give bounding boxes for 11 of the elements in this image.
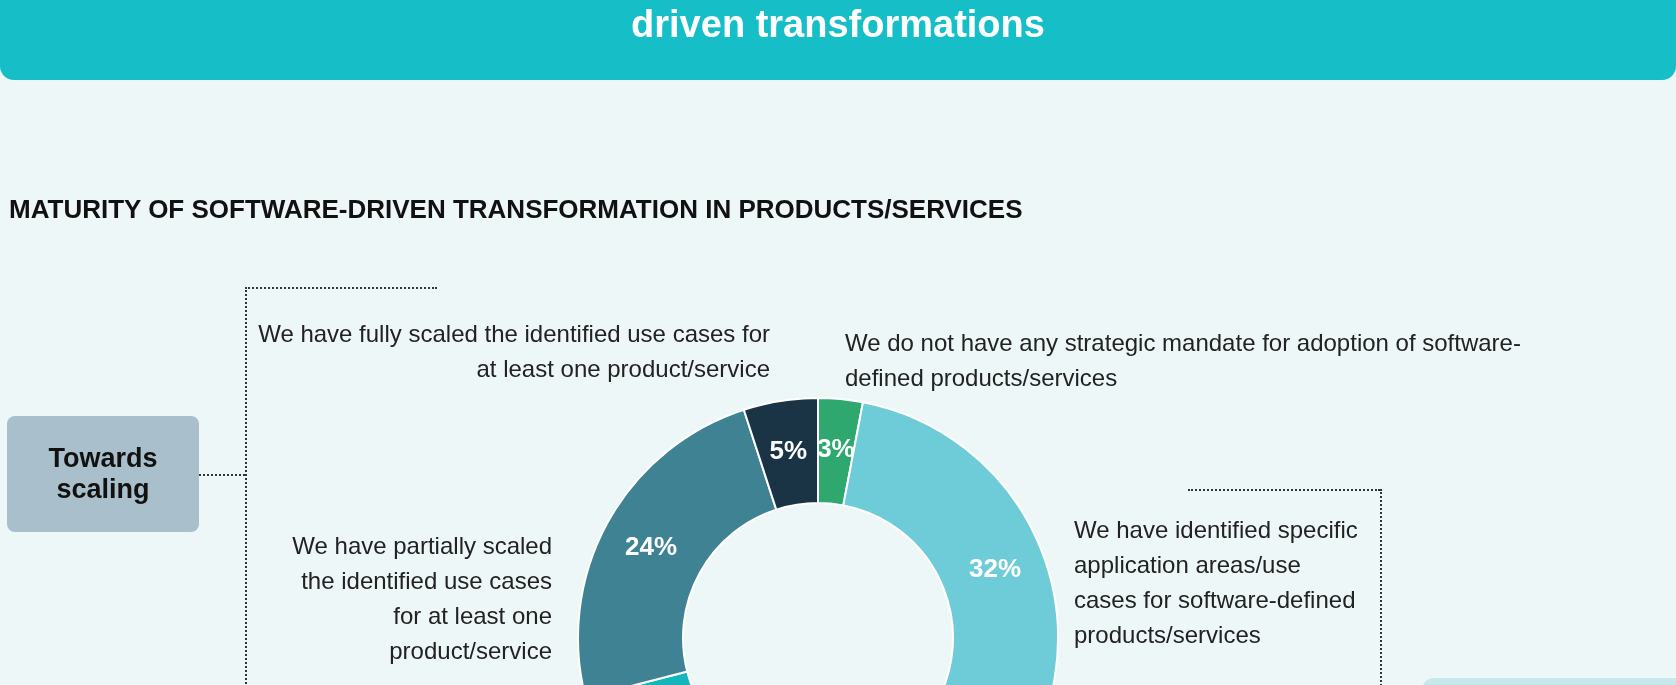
chart-title: driven transformations: [630, 2, 1046, 46]
slice-label: We have partially scaled the identified use cases for at least one product/service: [291, 531, 552, 666]
slice-label: We have identified specific application areas/use cases for software-defined products/services: [1074, 515, 1359, 650]
chart-subtitle: MATURITY OF SOFTWARE-DRIVEN TRANSFORMATION IN PRODUCTS/SERVICES: [9, 194, 1023, 225]
slice-label: We do not have any strategic mandate for adoption of software-defined products/services: [845, 328, 1522, 393]
text: Towards scaling: [7, 416, 199, 532]
slice-label: We have fully scaled the identified use cases for at least one product/service: [257, 319, 770, 384]
data-label: 5%: [769, 434, 807, 465]
data-label: 32%: [969, 552, 1022, 583]
data-label: 3%: [817, 433, 855, 464]
data-label: 24%: [625, 531, 678, 562]
